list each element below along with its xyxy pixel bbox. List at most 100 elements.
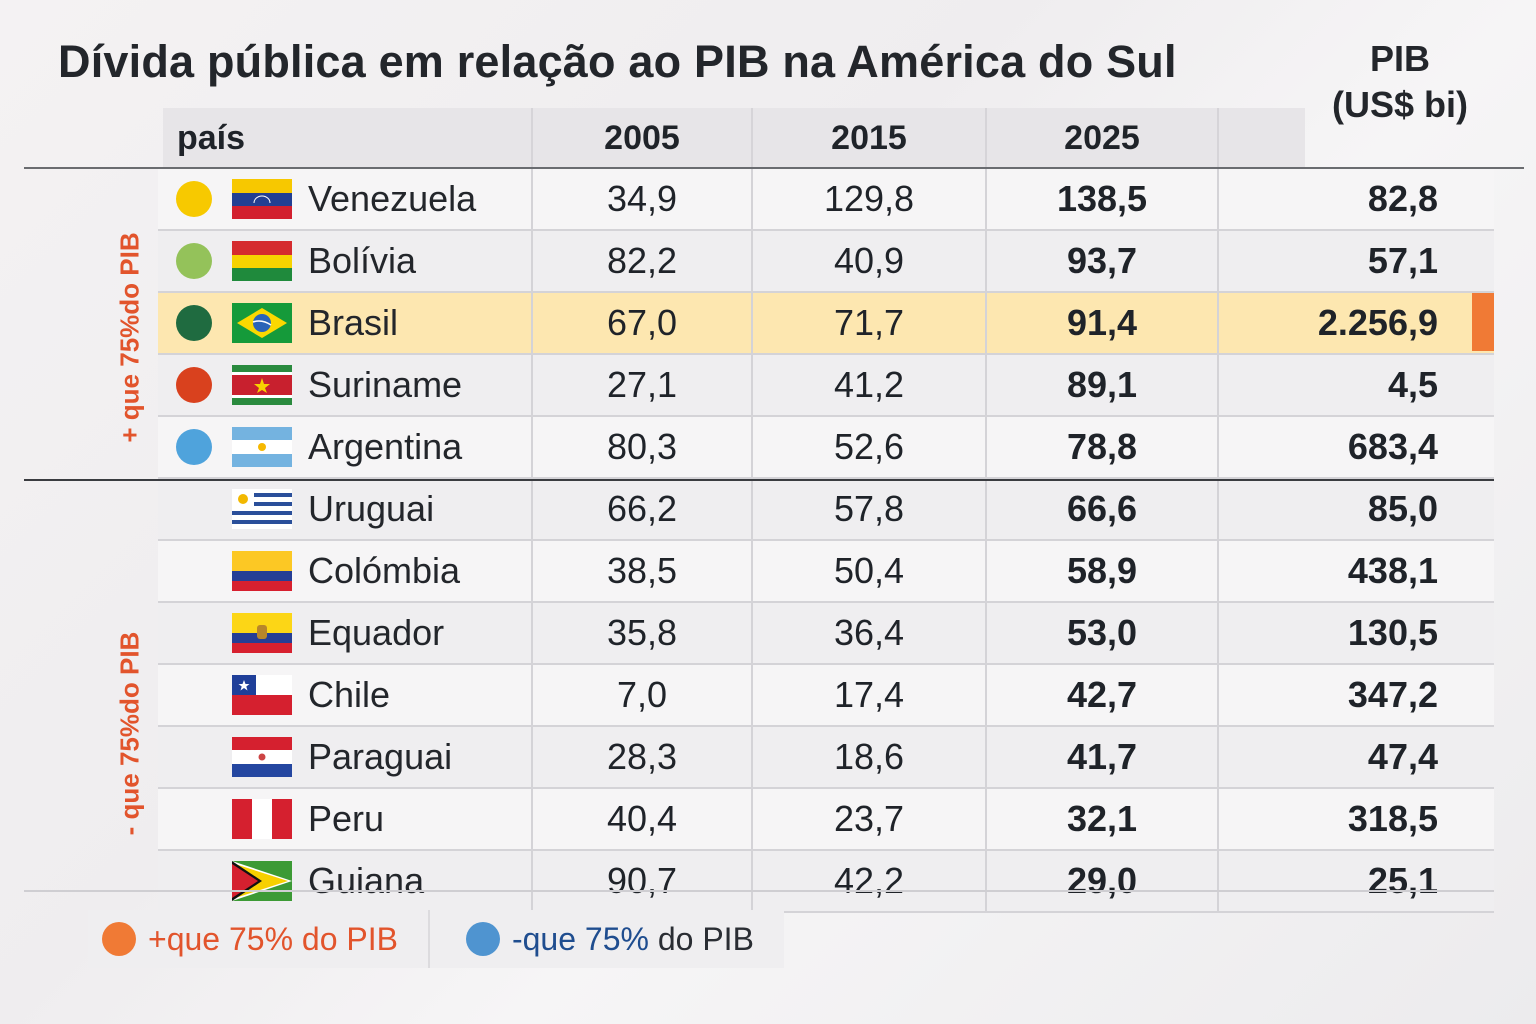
legend-label-below-rest: do PIB: [648, 920, 754, 957]
value-pib: 438,1: [1219, 541, 1494, 601]
value-pib: 82,8: [1219, 169, 1494, 229]
value-2015: 36,4: [753, 603, 987, 663]
value-2015: 17,4: [753, 665, 987, 725]
value-2025: 93,7: [987, 231, 1219, 291]
value-2005: 80,3: [533, 417, 753, 477]
status-dot-icon: [176, 181, 212, 217]
pib-value-text: 4,5: [1387, 364, 1438, 405]
value-pib: 130,5: [1219, 603, 1494, 663]
flag-chile-icon: [232, 675, 292, 715]
country-name: Argentina: [308, 426, 463, 467]
table-row: Guiana 90,7 42,2 29,0 25,1: [158, 851, 1494, 913]
header-2015: 2015: [753, 108, 987, 168]
table-row: Peru 40,4 23,7 32,1 318,5: [158, 789, 1494, 851]
value-pib: 318,5: [1219, 789, 1494, 849]
flag-peru-icon: [232, 799, 292, 839]
country-name: Venezuela: [308, 178, 477, 219]
value-2005: 35,8: [533, 603, 753, 663]
header-2025: 2025: [987, 108, 1219, 168]
value-2015: 57,8: [753, 479, 987, 539]
value-2015: 18,6: [753, 727, 987, 787]
value-2025: 41,7: [987, 727, 1219, 787]
country-cell: Chile: [158, 665, 533, 725]
status-dot-icon: [176, 243, 212, 279]
blue-dot-icon: [465, 922, 500, 956]
table-row: Suriname 27,1 41,2 89,1 4,5: [158, 355, 1494, 417]
header-divider: [24, 167, 1524, 169]
country-name: Colómbia: [308, 550, 461, 591]
value-2005: 34,9: [533, 169, 753, 229]
pib-value-text: 683,4: [1347, 426, 1438, 467]
value-pib: 4,5: [1219, 355, 1494, 415]
country-name: Brasil: [308, 302, 399, 343]
value-pib: 683,4: [1219, 417, 1494, 477]
legend-item-below: -que 75% do PIB: [427, 910, 784, 968]
country-cell: Equador: [158, 603, 533, 663]
country-cell: Venezuela: [158, 169, 533, 229]
flag-uruguai-icon: [232, 489, 292, 529]
value-2005: 7,0: [533, 665, 753, 725]
pib-column-header: PIB (US$ bi): [1310, 36, 1490, 128]
value-pib: 85,0: [1219, 479, 1494, 539]
flag-equador-icon: [232, 613, 292, 653]
country-cell: Guiana: [158, 851, 533, 911]
table-row: Bolívia 82,2 40,9 93,7 57,1: [158, 231, 1494, 293]
value-2015: 52,6: [753, 417, 987, 477]
value-2005: 28,3: [533, 727, 753, 787]
flag-venezuela-icon: [232, 179, 292, 219]
header-country: país: [163, 108, 533, 168]
country-name: Chile: [308, 674, 391, 715]
value-2025: 89,1: [987, 355, 1219, 415]
country-name: Uruguai: [308, 488, 435, 529]
value-2015: 23,7: [753, 789, 987, 849]
value-2005: 66,2: [533, 479, 753, 539]
value-2005: 67,0: [533, 293, 753, 353]
status-dot-icon: [176, 429, 212, 465]
status-dot-icon: [176, 305, 212, 341]
country-name: Guiana: [308, 860, 425, 901]
value-2025: 32,1: [987, 789, 1219, 849]
value-pib: 2.256,9: [1219, 293, 1494, 353]
status-dot-icon: [176, 367, 212, 403]
country-cell: Suriname: [158, 355, 533, 415]
value-2005: 38,5: [533, 541, 753, 601]
legend-item-above: +que 75% do PIB: [88, 910, 428, 968]
table-row: Colómbia 38,5 50,4 58,9 438,1: [158, 541, 1494, 603]
country-name: Peru: [308, 798, 385, 839]
table-row: Equador 35,8 36,4 53,0 130,5: [158, 603, 1494, 665]
legend-label-below-prefix: -que 75%: [511, 920, 649, 957]
pib-value-text: 85,0: [1367, 488, 1438, 529]
flag-argentina-icon: [232, 427, 292, 467]
country-cell: Uruguai: [158, 479, 533, 539]
header-spacer: [1219, 108, 1305, 168]
value-2025: 29,0: [987, 851, 1219, 911]
value-2015: 129,8: [753, 169, 987, 229]
table-row: Venezuela 34,9 129,8 138,5 82,8: [158, 169, 1494, 231]
group-divider: [24, 479, 1494, 481]
value-2005: 82,2: [533, 231, 753, 291]
flag-guiana-icon: [232, 861, 292, 901]
pib-value-text: 347,2: [1347, 674, 1438, 715]
table-row: Paraguai 28,3 18,6 41,7 47,4: [158, 727, 1494, 789]
country-cell: Bolívia: [158, 231, 533, 291]
flag-paraguai-icon: [232, 737, 292, 777]
legend-label-above: +que 75% do PIB: [148, 920, 398, 957]
legend: +que 75% do PIB -que 75% do PIB: [88, 910, 784, 968]
value-2015: 71,7: [753, 293, 987, 353]
flag-bolivia-icon: [232, 241, 292, 281]
value-pib: 347,2: [1219, 665, 1494, 725]
country-cell: Argentina: [158, 417, 533, 477]
value-2015: 41,2: [753, 355, 987, 415]
pib-value-text: 25,1: [1367, 860, 1438, 901]
country-cell: Paraguai: [158, 727, 533, 787]
chart-title: Dívida pública em relação ao PIB na Amér…: [58, 36, 1177, 87]
table-row: Argentina 80,3 52,6 78,8 683,4: [158, 417, 1494, 479]
value-2025: 66,6: [987, 479, 1219, 539]
country-name: Bolívia: [308, 240, 417, 281]
pib-value-text: 438,1: [1347, 550, 1438, 591]
value-2005: 90,7: [533, 851, 753, 911]
value-2025: 58,9: [987, 541, 1219, 601]
value-2005: 40,4: [533, 789, 753, 849]
value-2025: 78,8: [987, 417, 1219, 477]
value-2015: 42,2: [753, 851, 987, 911]
